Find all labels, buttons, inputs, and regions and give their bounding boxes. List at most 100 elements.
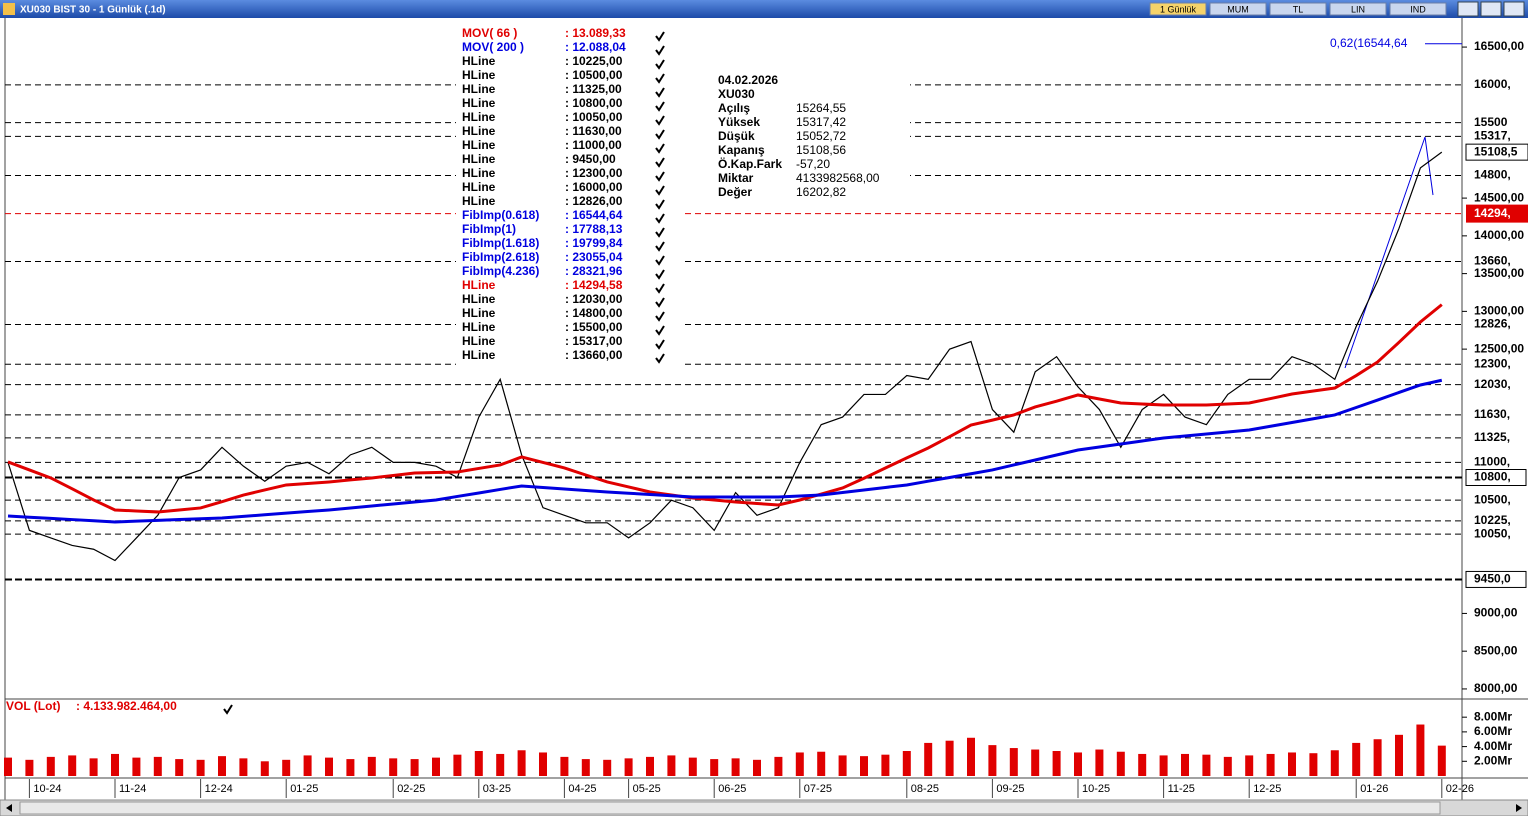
x-tick-label: 08-25 [911, 783, 939, 795]
y-tick-label: 8.00Mr [1474, 709, 1512, 723]
volume-bar [153, 756, 162, 776]
legend-name: HLine [462, 194, 496, 208]
x-tick-label: 07-25 [804, 783, 832, 795]
legend-name: HLine [462, 110, 496, 124]
legend-name: HLine [462, 334, 496, 348]
volume-bar [817, 751, 826, 776]
volume-bar [624, 758, 633, 776]
title-bar [0, 0, 1528, 18]
maximize-button[interactable] [1480, 1, 1502, 17]
legend-name: HLine [462, 54, 496, 68]
info-label: Açılış [718, 101, 750, 115]
legend-value: : 10500,00 [565, 68, 623, 82]
volume-bar [260, 761, 269, 776]
info-date: 04.02.2026 [718, 73, 778, 87]
x-tick-label: 02-26 [1446, 783, 1474, 795]
volume-bar [1052, 751, 1061, 776]
info-label: Ö.Kap.Fark [718, 156, 782, 171]
volume-bar [111, 753, 119, 776]
volume-bar [282, 759, 291, 776]
volume-bar [902, 751, 911, 776]
close-button[interactable] [1503, 1, 1525, 17]
volume-bar [453, 754, 462, 776]
check-icon [655, 213, 665, 224]
volume-bar [46, 756, 55, 776]
volume-bar [68, 755, 77, 776]
volume-bar [731, 758, 740, 776]
volume-bar [1309, 753, 1318, 776]
label-box [1466, 204, 1528, 223]
volume-bar [239, 758, 248, 776]
moving-average [7, 378, 1443, 524]
legend-name: HLine [462, 180, 496, 194]
legend-name: HLine [462, 306, 496, 320]
volume-bar [325, 757, 333, 776]
y-tick-label: 2.00Mr [1474, 753, 1512, 767]
legend-name: HLine [462, 292, 496, 306]
x-tick-label: 09-25 [996, 783, 1024, 795]
toolbar-label: IND [1410, 4, 1426, 14]
y-tick-label: 13000,00 [1474, 304, 1524, 318]
legend-name: HLine [462, 82, 496, 96]
check-icon [655, 171, 665, 182]
legend-name: HLine [462, 348, 496, 362]
scroll-right[interactable] [1516, 804, 1522, 812]
y-tick-label: 12500,00 [1474, 341, 1524, 355]
volume-bar [1138, 753, 1147, 776]
check-icon [655, 45, 665, 56]
legend-value: : 15500,00 [565, 320, 623, 334]
volume-bar [218, 756, 226, 776]
volume-bar [1202, 754, 1211, 776]
toolbar-tab[interactable] [1329, 2, 1387, 16]
scroll-thumb[interactable] [19, 801, 1441, 815]
minimize-button[interactable] [1457, 1, 1479, 17]
toolbar-tab[interactable] [1149, 2, 1207, 16]
legend-name: HLine [462, 96, 496, 110]
legend-name: HLine [462, 124, 496, 138]
volume-bar [581, 759, 590, 776]
legend-name: MOV( 66 ) [462, 26, 517, 40]
volume-bar [753, 759, 761, 776]
x-tick-label: 12-25 [1253, 783, 1281, 795]
x-tick-label: 01-25 [290, 783, 318, 795]
scroll-left[interactable] [6, 804, 12, 812]
volume-bar [303, 755, 312, 776]
check-icon [655, 143, 665, 154]
volume-bar [774, 756, 783, 776]
legend-value: : 14800,00 [565, 306, 623, 320]
check-icon [655, 297, 665, 308]
check-icon [655, 157, 665, 168]
moving-average [7, 303, 1443, 514]
volume-bar [25, 759, 34, 776]
legend-name: FibImp(4.236) [462, 264, 539, 278]
hline-label: 10050, [1474, 526, 1511, 540]
check-icon [655, 185, 665, 196]
volume-bar [496, 753, 505, 776]
hline-label: 14800, [1474, 168, 1511, 182]
check-icon [655, 353, 665, 364]
volume-bar [1009, 748, 1018, 776]
volume-bar [945, 740, 954, 776]
volume-bar [838, 755, 847, 776]
volume-title: VOL (Lot) [6, 699, 60, 713]
hline-label: 11325, [1474, 430, 1510, 444]
volume-bar [1074, 752, 1082, 776]
hline-label: 15500 [1474, 115, 1508, 129]
legend-value: : 17788,13 [565, 222, 623, 236]
volume-bar [432, 757, 440, 776]
toolbar-tab[interactable] [1209, 2, 1267, 16]
toolbar-tab[interactable] [1269, 2, 1327, 16]
volume-bar [1266, 753, 1275, 776]
volume-bar [517, 750, 526, 776]
toolbar-tab[interactable] [1389, 2, 1447, 16]
legend-name: HLine [462, 138, 496, 152]
legend-value: : 11630,00 [565, 124, 622, 138]
volume-bar [410, 759, 419, 776]
toolbar-label: MUM [1227, 4, 1249, 14]
volume-bar [1031, 749, 1040, 776]
y-tick-label: 9000,00 [1474, 606, 1518, 620]
x-tick-label: 12-24 [205, 783, 233, 795]
toolbar-label: 1 Günlük [1160, 4, 1197, 14]
info-label: Kapanış [718, 143, 765, 157]
legend-name: HLine [462, 166, 496, 180]
